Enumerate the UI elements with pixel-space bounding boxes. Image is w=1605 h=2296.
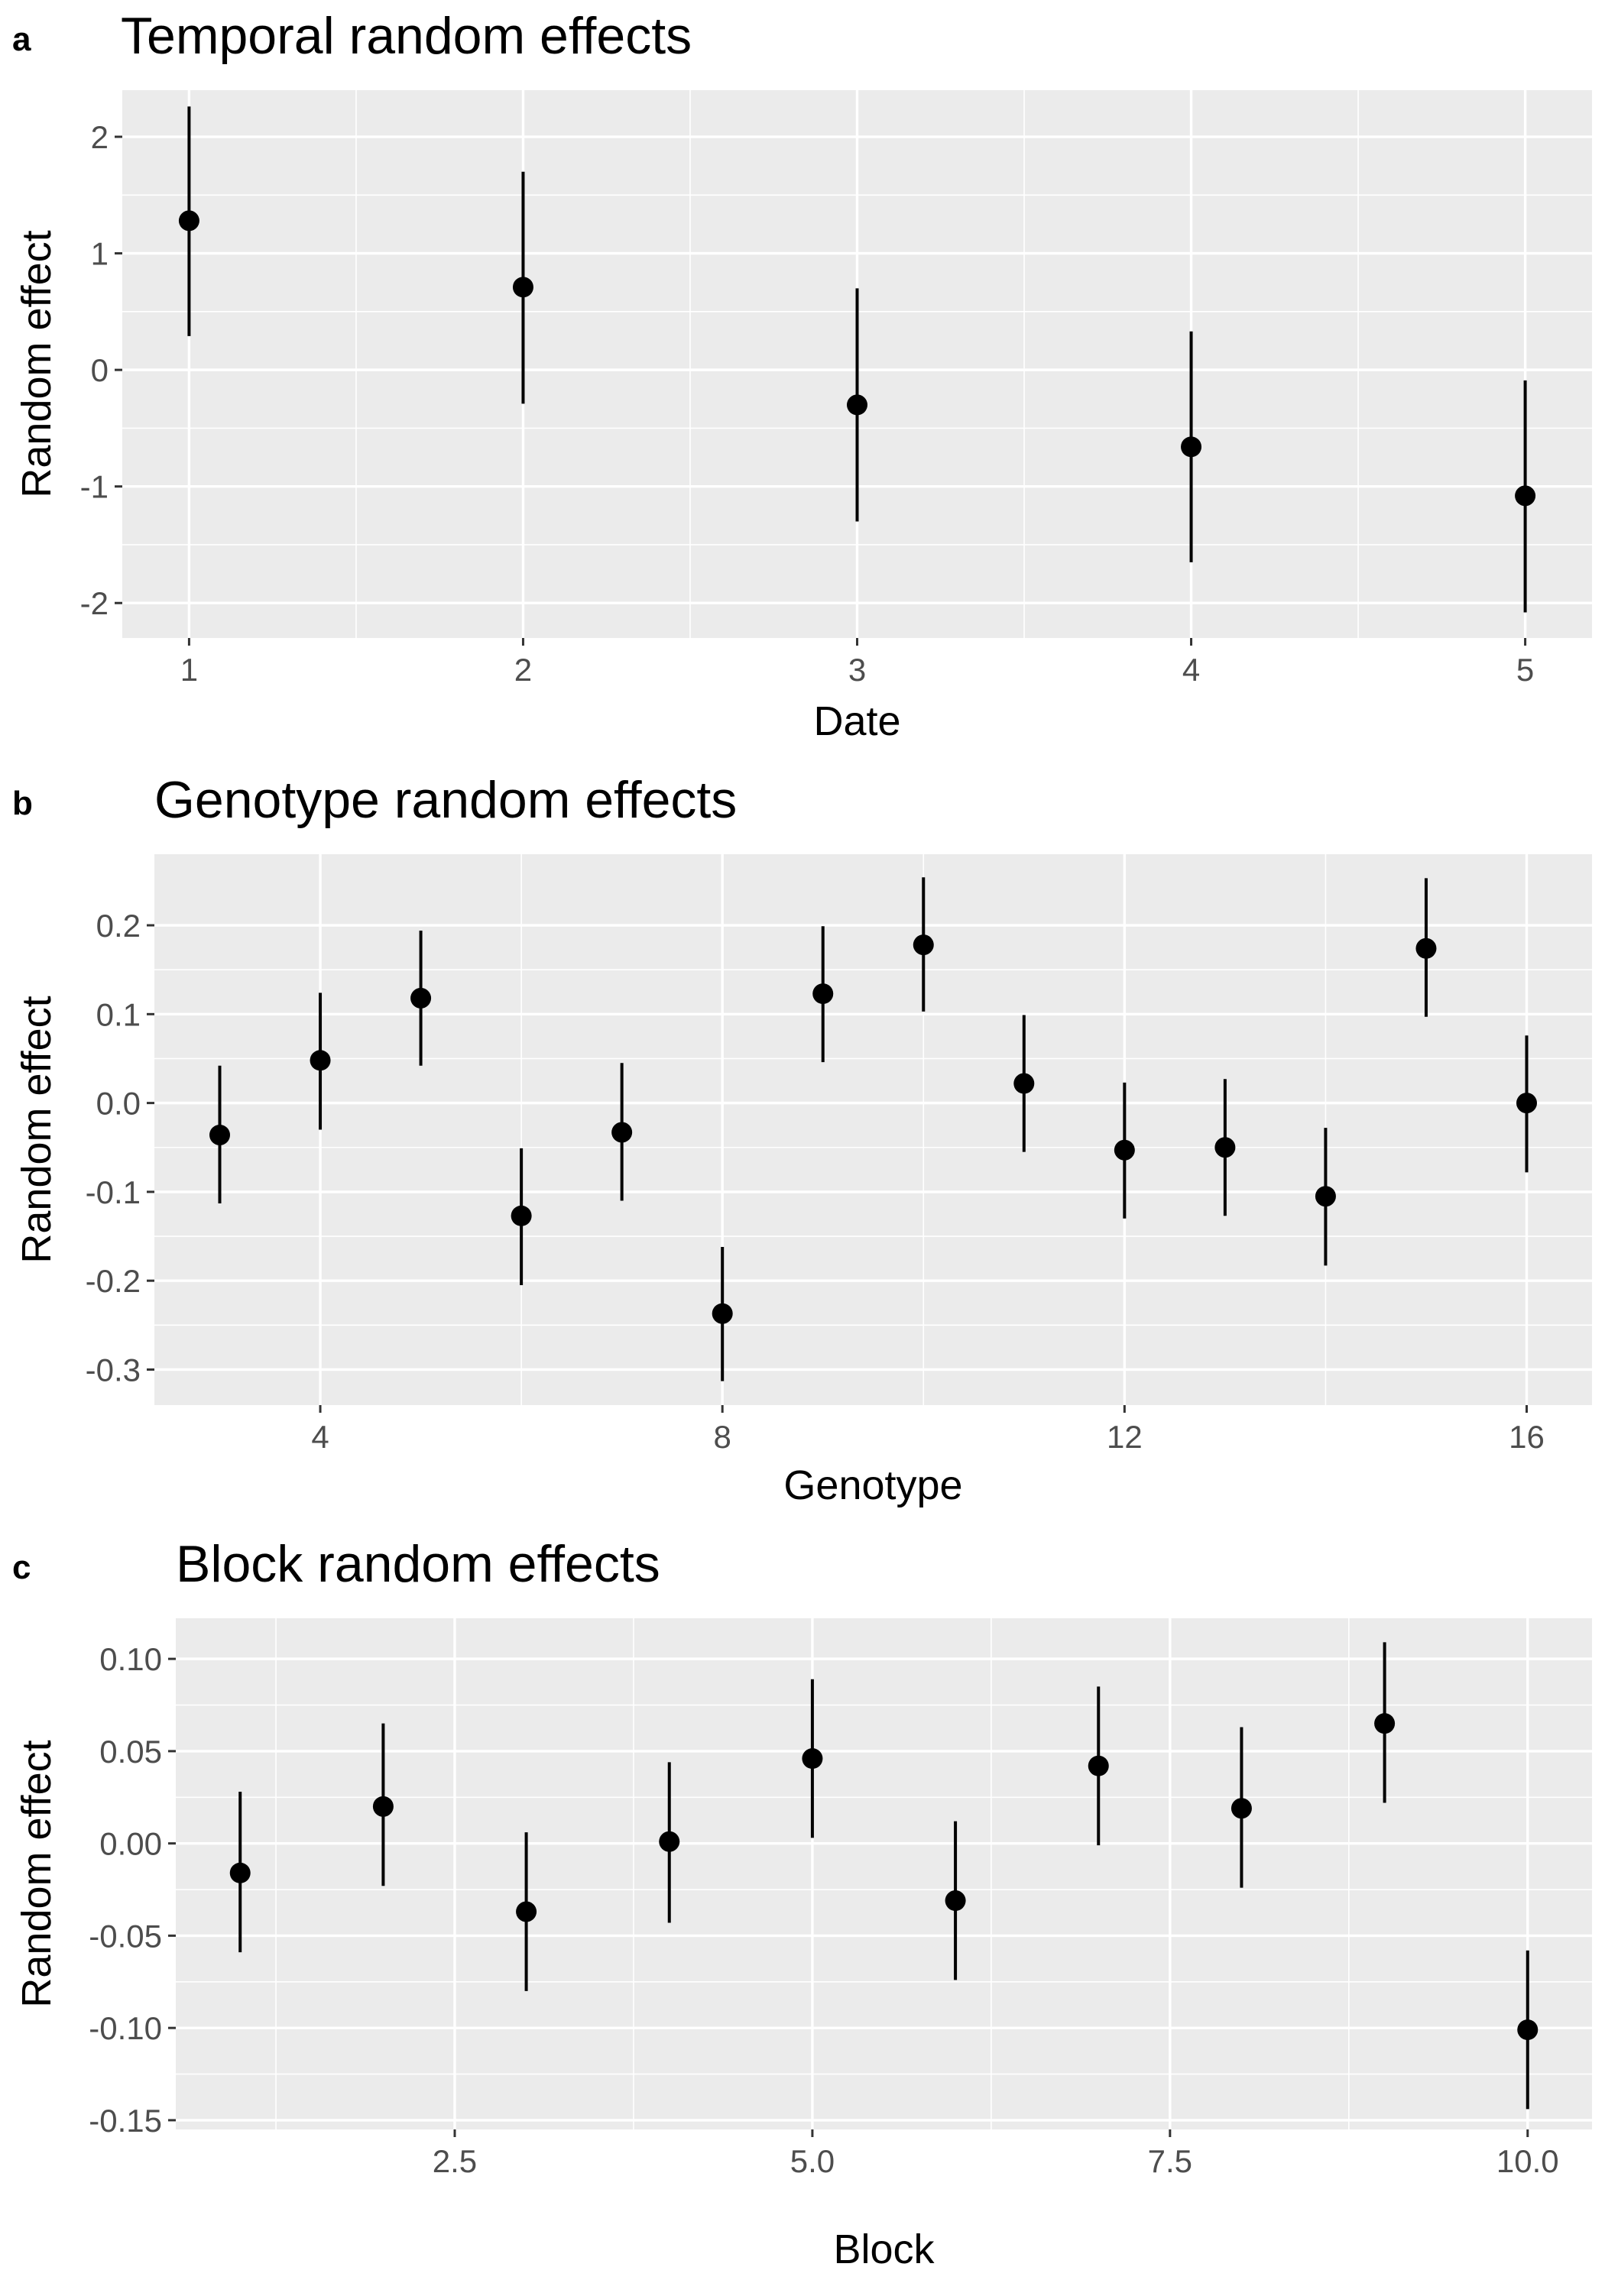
y-tick-label: 1 [91,236,109,272]
panel-tag: c [12,1549,31,1586]
x-tick-label: 5.0 [790,2143,835,2179]
chart-title: Genotype random effects [154,771,737,829]
y-tick-label: -0.05 [89,1918,162,1954]
y-axis-title: Random effect [14,230,60,497]
data-point [516,1901,537,1922]
y-tick-label: -2 [80,585,109,621]
x-tick-label: 16 [1509,1419,1545,1455]
x-axis-title: Date [813,698,900,744]
chart-title: Temporal random effects [121,7,692,65]
data-point [611,1122,633,1143]
x-tick-label: 2 [514,652,532,688]
chart-title: Block random effects [176,1535,660,1593]
x-tick-label: 5 [1516,652,1534,688]
x-tick-label: 8 [714,1419,731,1455]
y-tick-label: 0.1 [96,996,141,1032]
y-tick-label: 0.05 [99,1734,162,1770]
y-tick-label: -0.10 [89,2010,162,2046]
y-tick-label: 0 [91,352,109,388]
data-point [1214,1137,1236,1158]
data-point [1315,1186,1336,1207]
x-tick-label: 7.5 [1148,2143,1192,2179]
data-point [1515,485,1536,507]
data-point [1013,1073,1035,1094]
x-tick-label: 1 [180,652,198,688]
data-point [945,1890,966,1912]
panel-a: a Temporal random effects 1 2 3 4 5 -2 -1 0 1 2 Date… [12,7,1592,744]
data-point [209,1124,230,1145]
y-axis-title: Random effect [14,996,60,1263]
data-point [310,1050,331,1071]
data-point [372,1796,394,1817]
data-point [1088,1755,1109,1776]
data-point [178,210,199,232]
data-point [712,1303,733,1324]
data-point [512,277,533,298]
data-point [1415,938,1437,959]
x-tick-label: 10.0 [1496,2143,1559,2179]
data-point [511,1205,532,1226]
x-tick-label: 2.5 [433,2143,477,2179]
plot-background [176,1618,1592,2129]
y-tick-label: -1 [80,469,109,505]
x-tick-label: 4 [311,1419,329,1455]
data-point [812,983,834,1005]
data-point [659,1831,680,1852]
data-point [229,1862,251,1883]
y-tick-label: -0.15 [89,2103,162,2139]
panel-b: b Genotype random effects 4 8 12 16 -0.3 -0.2 -0… [12,771,1592,1508]
y-tick-label: 0.10 [99,1641,162,1677]
x-axis-title: Block [833,2226,935,2272]
plot-background [154,854,1592,1405]
data-point [1230,1798,1252,1819]
y-tick-label: -0.2 [86,1263,141,1299]
x-tick-label: 3 [848,652,866,688]
data-point [1517,2019,1539,2041]
data-point [1114,1139,1135,1161]
data-point [802,1748,823,1770]
panel-c: c Block random effects 2.5 5.0 7.5 10.0 -0.15 -… [12,1535,1592,2272]
data-point [847,394,867,416]
x-axis-title: Genotype [783,1462,962,1508]
y-tick-label: 0.00 [99,1826,162,1862]
data-point [1516,1093,1537,1114]
y-tick-label: 0.2 [96,908,141,944]
y-tick-label: 0.0 [96,1086,141,1122]
data-point [913,934,934,956]
data-point [410,987,432,1009]
y-tick-label: 2 [91,119,109,155]
y-tick-label: -0.3 [86,1352,141,1388]
x-tick-label: 4 [1182,652,1200,688]
y-axis-title: Random effect [14,1740,60,2007]
x-tick-label: 12 [1107,1419,1143,1455]
panel-tag: a [12,21,31,58]
data-point [1181,436,1202,458]
y-tick-label: -0.1 [86,1174,141,1210]
data-point [1374,1713,1396,1734]
panel-tag: b [12,785,33,822]
